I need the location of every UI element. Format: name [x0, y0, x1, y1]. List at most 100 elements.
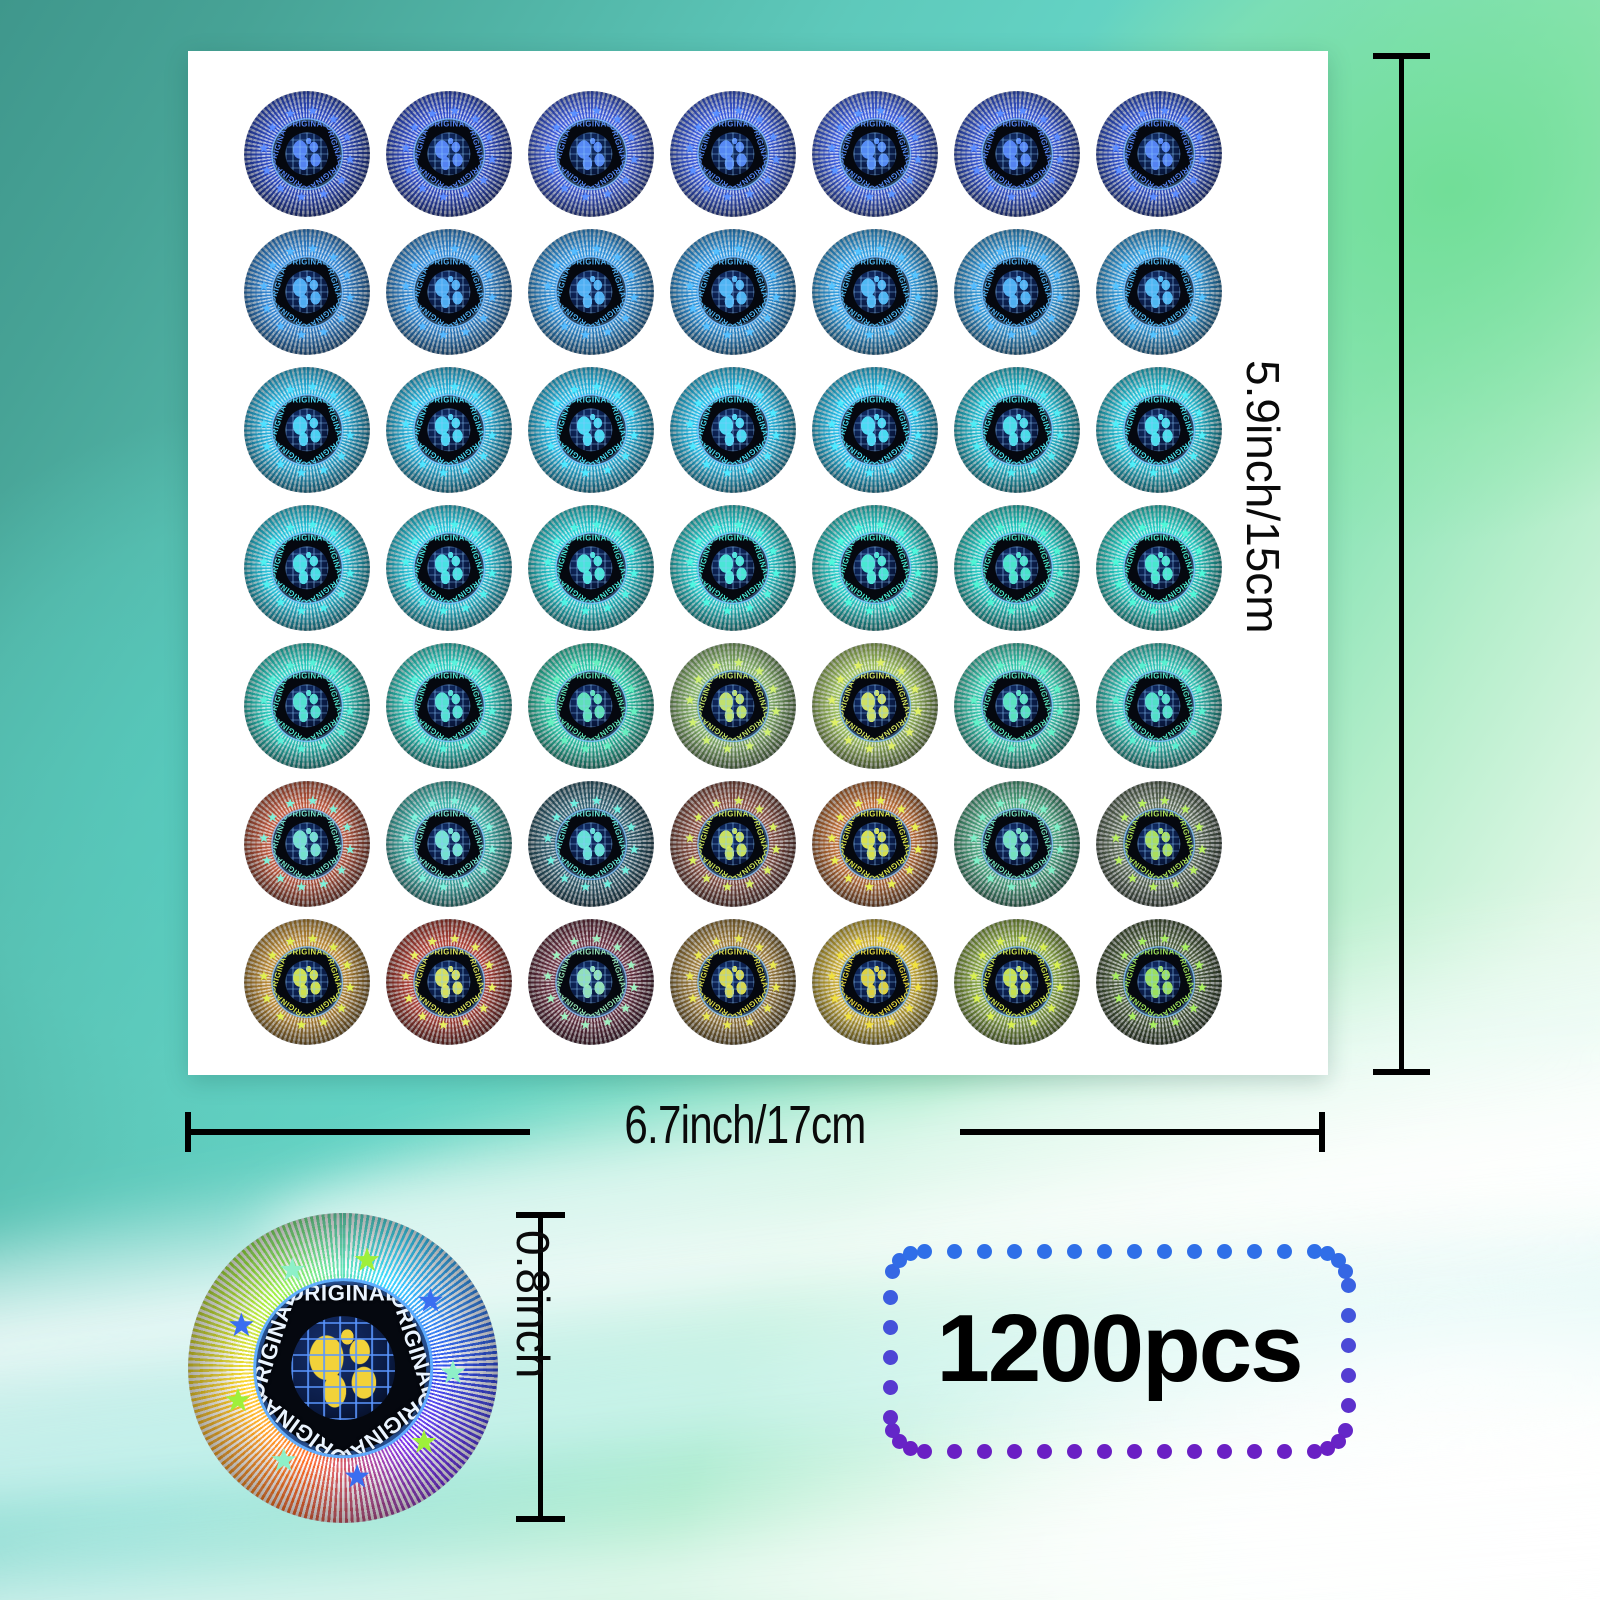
seal-star-icon: [853, 798, 864, 809]
seal-star-icon: [427, 246, 438, 257]
seal-star-icon: [328, 252, 339, 262]
seal-star-icon: [985, 321, 996, 331]
seal-star-ring: [954, 505, 1080, 631]
seal-star-icon: [285, 798, 296, 809]
seal-star-icon: [754, 390, 765, 400]
seal-star-icon: [977, 398, 988, 408]
seal-star-icon: [1017, 243, 1028, 254]
hologram-seal: ORIGINAL ORIGINAL ORIGINAL ORIGINAL ORIGINAL: [244, 643, 370, 769]
seal-star-icon: [693, 122, 704, 132]
seal-star-icon: [285, 246, 296, 257]
seal-star-ring: [528, 229, 654, 355]
seal-star-icon: [744, 326, 755, 337]
sticker-cell: ORIGINAL ORIGINAL ORIGINAL ORIGINAL ORIGINAL: [236, 913, 378, 1051]
seal-star-icon: [693, 536, 704, 546]
seal-star-icon: [977, 950, 988, 960]
badge-border-dot: [1096, 1443, 1112, 1459]
badge-border-dot: [1006, 1443, 1022, 1459]
sticker-cell: ORIGINAL ORIGINAL ORIGINAL ORIGINAL ORIGINAL: [662, 499, 804, 637]
seal-original-text-ring: ORIGINAL ORIGINAL ORIGINAL ORIGINAL ORIGINAL: [557, 810, 626, 878]
seal-star-icon: [853, 108, 864, 119]
seal-original-text-ring: ORIGINAL ORIGINAL ORIGINAL ORIGINAL ORIGINAL: [841, 672, 910, 740]
seal-star-ring: [528, 505, 654, 631]
seal-star-icon: [711, 798, 722, 809]
seal-star-icon: [229, 1312, 254, 1337]
seal-original-text: ORIGINAL: [427, 257, 471, 267]
seal-original-text-ring: ORIGINAL ORIGINAL ORIGINAL ORIGINAL ORIGINAL: [557, 948, 626, 1016]
sticker-cell: ORIGINAL ORIGINAL ORIGINAL ORIGINAL ORIGINAL: [236, 499, 378, 637]
seal-star-icon: [307, 105, 318, 116]
seal-star-icon: [400, 833, 411, 843]
seal-star-icon: [995, 384, 1006, 395]
seal-star-icon: [1119, 260, 1130, 270]
sticker-cell: ORIGINAL ORIGINAL ORIGINAL ORIGINAL ORIGINAL: [946, 913, 1088, 1051]
seal-star-ring: [244, 367, 370, 493]
seal-star-icon: [701, 597, 712, 607]
seal-star-icon: [409, 536, 420, 546]
seal-star-icon: [551, 122, 562, 132]
seal-star-icon: [843, 1011, 854, 1021]
seal-original-text: ORIGINAL: [427, 809, 471, 819]
seal-star-icon: [328, 666, 339, 676]
seal-star-icon: [896, 942, 907, 952]
sticker-cell: ORIGINAL ORIGINAL ORIGINAL ORIGINAL ORIGINAL: [236, 223, 378, 361]
seal-star-icon: [620, 1003, 631, 1013]
seal-globe-icon: [1137, 270, 1181, 314]
badge-border-dot: [882, 1319, 898, 1335]
seal-star-icon: [307, 381, 318, 392]
seal-star-icon: [487, 844, 498, 854]
seal-star-icon: [460, 464, 471, 475]
badge-border-dot: [976, 1243, 992, 1259]
seal-star-icon: [754, 528, 765, 538]
seal-star-icon: [342, 683, 353, 694]
seal-inner-disc: ORIGINAL ORIGINAL ORIGINAL ORIGINAL ORIGINAL: [272, 947, 342, 1017]
seal-globe-icon: [995, 822, 1039, 866]
seal-inner-disc: ORIGINAL ORIGINAL ORIGINAL ORIGINAL ORIGINAL: [840, 257, 910, 327]
seal-star-icon: [602, 878, 613, 889]
seal-original-text: ORIGINAL: [995, 533, 1039, 543]
seal-globe-graticule: [569, 408, 613, 452]
hologram-seal: ORIGINAL ORIGINAL ORIGINAL ORIGINAL ORIGINAL: [1096, 643, 1222, 769]
seal-original-text-ring: ORIGINAL ORIGINAL ORIGINAL ORIGINAL ORIGINAL: [415, 257, 484, 326]
seal-star-ring: [954, 229, 1080, 355]
seal-star-icon: [977, 260, 988, 270]
seal-star-icon: [275, 735, 286, 745]
seal-star-icon: [261, 993, 272, 1003]
seal-globe-graticule: [853, 546, 897, 590]
seal-star-icon: [1137, 384, 1148, 395]
seal-star-icon: [470, 114, 481, 124]
seal-original-text: ORIGINAL: [1137, 395, 1181, 405]
seal-star-icon: [835, 122, 846, 132]
seal-globe-graticule: [427, 270, 471, 314]
seal-star-icon: [258, 695, 269, 705]
seal-original-text: ORIGINAL: [286, 1281, 400, 1306]
hologram-seal: ORIGINAL ORIGINAL ORIGINAL ORIGINAL ORIGINAL: [812, 919, 938, 1045]
seal-star-icon: [258, 557, 269, 567]
seal-star-icon: [829, 579, 840, 589]
seal-star-ring: [528, 91, 654, 217]
seal-original-text: ORIGINAL: [995, 119, 1039, 129]
hologram-seal: ORIGINAL ORIGINAL ORIGINAL ORIGINAL ORIGINAL: [812, 367, 938, 493]
hologram-seal: ORIGINAL ORIGINAL ORIGINAL ORIGINAL ORIGINAL: [670, 91, 796, 217]
seal-star-icon: [896, 390, 907, 400]
seal-star-icon: [910, 407, 921, 418]
seal-original-text: ORIGINAL: [285, 119, 329, 129]
seal-star-icon: [275, 183, 286, 193]
seal-star-icon: [1119, 398, 1130, 408]
seal-star-icon: [460, 326, 471, 337]
seal-star-icon: [968, 695, 979, 705]
seal-star-icon: [545, 165, 556, 175]
seal-star-icon: [275, 1011, 286, 1021]
seal-globe-icon: [995, 270, 1039, 314]
seal-original-text: ORIGINAL: [1137, 119, 1181, 129]
seal-star-icon: [971, 303, 982, 313]
seal-star-icon: [1197, 568, 1208, 578]
sticker-cell: ORIGINAL ORIGINAL ORIGINAL ORIGINAL ORIGINAL: [520, 775, 662, 913]
seal-star-icon: [336, 313, 347, 323]
hologram-seal: ORIGINAL ORIGINAL ORIGINAL ORIGINAL ORIGINAL: [386, 229, 512, 355]
seal-star-icon: [1148, 743, 1159, 754]
seal-original-text: ORIGINAL: [853, 809, 897, 819]
seal-star-icon: [591, 381, 602, 392]
sticker-cell: ORIGINAL ORIGINAL ORIGINAL ORIGINAL ORIGINAL: [1088, 499, 1230, 637]
